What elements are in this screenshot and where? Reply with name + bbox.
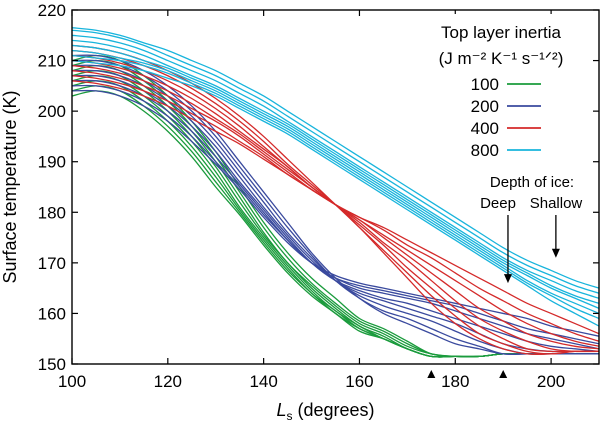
y-tick-label: 170: [38, 254, 66, 273]
annotation-layer: Depth of ice: Deep Shallow: [480, 174, 583, 284]
annotation-heading: Depth of ice:: [490, 174, 574, 191]
series-800-curve-1: [72, 27, 599, 289]
y-tick-label: 160: [38, 304, 66, 323]
legend-title: Top layer inertia: [441, 23, 562, 42]
x-marker-triangle: [427, 370, 436, 378]
series-layer: [72, 27, 599, 358]
shallow-arrow-head: [551, 248, 560, 258]
x-axis-unit: (degrees): [292, 400, 374, 420]
series-800-curve-6: [72, 49, 599, 315]
legend-label-200: 200: [471, 97, 499, 116]
legend-label-800: 800: [471, 141, 499, 160]
series-800-curve-2: [72, 29, 599, 294]
plot-frame: [71, 9, 600, 365]
annotation-deep: Deep: [480, 195, 516, 212]
x-tick-label: 200: [537, 372, 565, 391]
x-marker-triangle: [499, 370, 508, 378]
y-tick-label: 180: [38, 203, 66, 222]
legend: Top layer inertia (J m⁻² K⁻¹ s⁻¹ᐟ²) 100 200…: [418, 14, 586, 160]
x-axis-subscript: s: [286, 409, 292, 423]
series-800-curve-4: [72, 39, 599, 304]
y-tick-label: 220: [38, 1, 66, 20]
y-tick-label: 150: [38, 355, 66, 374]
series-200-curve-5: [72, 74, 599, 353]
legend-label-400: 400: [471, 119, 499, 138]
series-800-curve-3: [72, 34, 599, 299]
x-tick-label: 160: [345, 372, 373, 391]
y-tick-label: 190: [38, 153, 66, 172]
series-400-curve-8: [72, 80, 599, 335]
annotation-shallow: Shallow: [530, 195, 583, 212]
y-tick-label: 200: [38, 102, 66, 121]
y-tick-label: 210: [38, 52, 66, 71]
x-axis-title: Ls (degrees): [276, 400, 374, 423]
x-tick-label: 120: [154, 372, 182, 391]
x-tick-label: 180: [441, 372, 469, 391]
series-800-curve-5: [72, 44, 599, 309]
legend-background: [418, 14, 586, 156]
legend-units: (J m⁻² K⁻¹ s⁻¹ᐟ²): [439, 49, 564, 68]
y-axis-title: Surface temperature (K): [0, 90, 20, 283]
x-tick-label: 100: [58, 372, 86, 391]
legend-label-100: 100: [471, 75, 499, 94]
x-axis-symbol: L: [276, 400, 286, 420]
series-200-curve-7: [72, 84, 599, 345]
deep-arrow-head: [503, 274, 512, 284]
x-tick-label: 140: [249, 372, 277, 391]
series-800-curve-7: [72, 54, 599, 320]
